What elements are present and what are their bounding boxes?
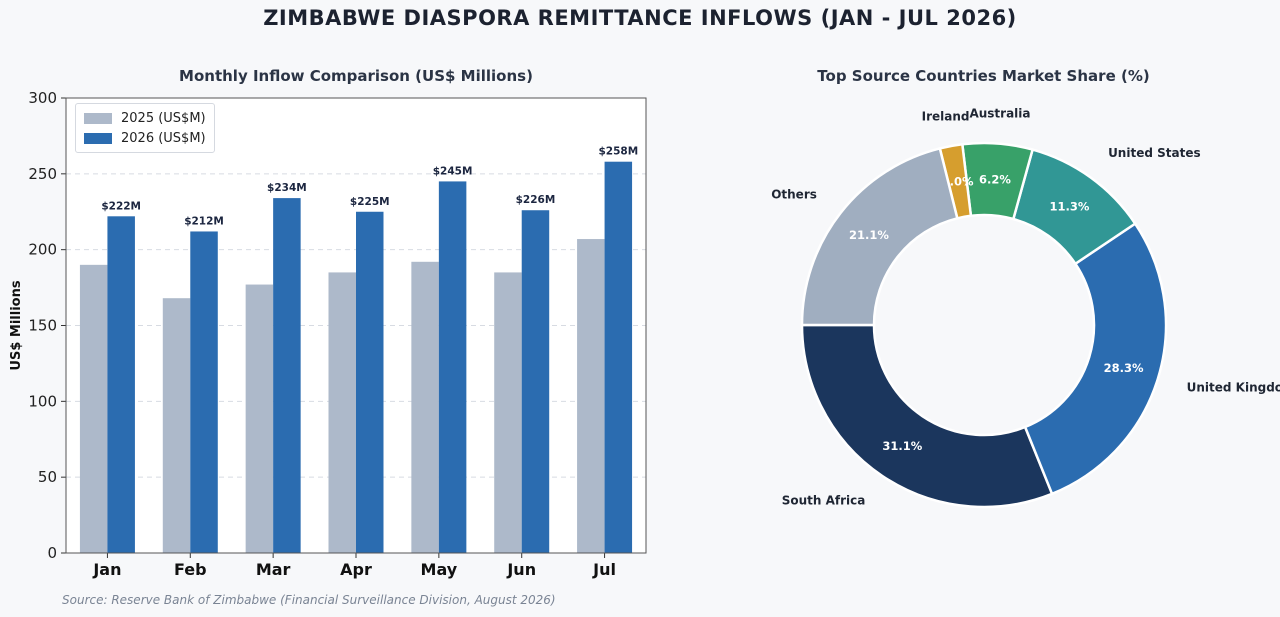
bar-2025-apr	[328, 272, 356, 553]
data-label: $234M	[267, 182, 307, 194]
bar-2026-feb	[190, 231, 218, 553]
bar-2025-feb	[162, 298, 191, 553]
slice-australia	[960, 141, 1035, 221]
page-title: ZIMBABWE DIASPORA REMITTANCE INFLOWS (JA…	[263, 6, 1017, 30]
source-note: Source: Reserve Bank of Zimbabwe (Financ…	[62, 593, 556, 607]
bar-2026-jul	[604, 161, 633, 553]
bar-chart-title: Monthly Inflow Comparison (US$ Millions)	[179, 67, 533, 85]
slice-pct-south-africa: 31.1%	[882, 439, 922, 453]
data-label: $226M	[516, 194, 556, 206]
slice-pct-australia: 6.2%	[979, 172, 1011, 186]
slice-united-states	[1011, 148, 1137, 266]
slice-pct-others: 21.1%	[849, 228, 889, 242]
slice-south-africa	[800, 323, 1054, 509]
x-tick-label: Jul	[592, 560, 616, 579]
slice-label-ireland: Ireland	[922, 110, 970, 124]
data-label: $222M	[101, 200, 141, 212]
bar-2025-jul	[577, 239, 605, 554]
pie-chart-title: Top Source Countries Market Share (%)	[817, 67, 1150, 85]
slice-label-south-africa: South Africa	[782, 494, 866, 508]
x-tick-label: Mar	[256, 560, 291, 579]
data-label: $225M	[350, 196, 390, 208]
legend-swatch-2026	[84, 132, 112, 144]
x-tick-label: Jan	[92, 560, 121, 579]
y-tick-label: 100	[28, 392, 57, 410]
legend-item-2026: 2026 (US$M)	[84, 128, 206, 148]
slice-pct-ireland: 2.0%	[942, 174, 974, 188]
bar-chart: 0 50 100 150 200 250 300 $222M Jan $212M Feb $234M M…	[9, 89, 647, 579]
legend-item-2025: 2025 (US$M)	[84, 108, 206, 128]
y-tick-label: 50	[38, 468, 57, 486]
y-axis-label: US$ Millions	[9, 280, 24, 370]
bar-2026-apr	[356, 211, 384, 553]
bar-2026-jan	[107, 216, 135, 554]
slice-label-others: Others	[771, 188, 817, 202]
x-tick-label: Apr	[340, 560, 372, 579]
x-tick-label: May	[421, 560, 458, 579]
slice-others	[800, 146, 959, 327]
data-label: $245M	[433, 165, 473, 177]
bar-2025-may	[411, 261, 439, 553]
bar-legend: 2025 (US$M) 2026 (US$M)	[75, 103, 215, 153]
legend-label-2025: 2025 (US$M)	[121, 110, 206, 126]
bar-2026-may	[438, 181, 467, 553]
y-tick-label: 150	[28, 317, 57, 335]
bar-2025-mar	[245, 284, 274, 553]
legend-swatch-2025	[84, 112, 112, 124]
x-tick-label: Feb	[174, 560, 207, 579]
slice-ireland	[938, 142, 973, 220]
legend-label-2026: 2026 (US$M)	[121, 130, 206, 146]
data-label: $258M	[598, 146, 638, 158]
slice-pct-united-states: 11.3%	[1049, 200, 1089, 214]
plot-frame	[65, 97, 647, 554]
y-tick-label: 250	[28, 165, 57, 183]
slice-label-united-kingdom: United Kingdom	[1187, 380, 1280, 394]
y-tick-label: 200	[28, 241, 57, 259]
slice-label-united-states: United States	[1108, 146, 1201, 160]
slice-pct-united-kingdom: 28.3%	[1104, 361, 1144, 375]
y-tick-label: 300	[28, 89, 57, 107]
bar-2025-jan	[79, 264, 108, 553]
bar-2025-jun	[494, 272, 522, 553]
bar-2026-jun	[521, 210, 550, 553]
slice-label-australia: Australia	[969, 107, 1030, 121]
bar-2026-mar	[273, 198, 301, 553]
data-label: $212M	[184, 215, 224, 227]
x-tick-label: Jun	[506, 560, 536, 579]
slice-united-kingdom	[1023, 221, 1168, 496]
y-tick-label: 0	[47, 544, 57, 562]
